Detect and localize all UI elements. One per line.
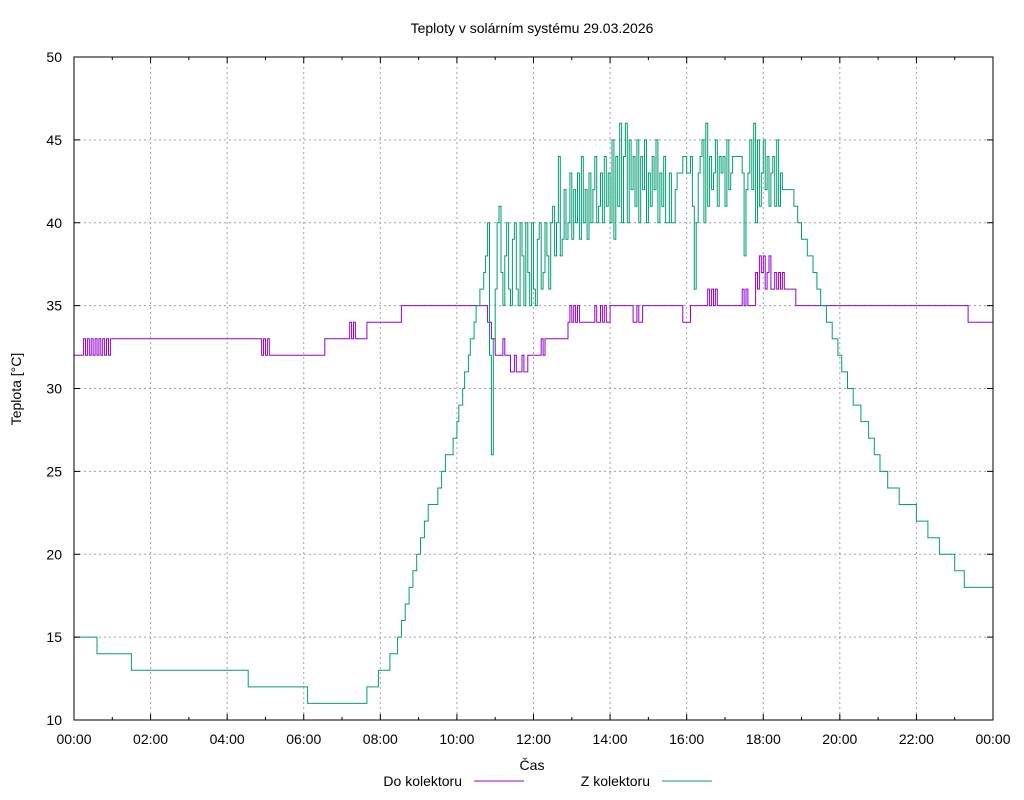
x-tick-label: 12:00 — [516, 731, 551, 747]
x-tick-label: 04:00 — [210, 731, 245, 747]
series-line-do-kolektoru — [74, 255, 993, 373]
x-tick-label: 16:00 — [669, 731, 704, 747]
axis-ticks: 00:00 02:00 04:00 06:00 08:00 10:00 12:00 14:00… — [46, 49, 1010, 747]
x-axis-title: Čas — [520, 757, 545, 773]
x-tick-label: 08:00 — [363, 731, 398, 747]
x-tick-label: 06:00 — [286, 731, 321, 747]
y-axis-title: Teplota [°C] — [8, 353, 24, 426]
x-tick-label: 02:00 — [133, 731, 168, 747]
x-tick-label: 10:00 — [439, 731, 474, 747]
plot-series — [74, 122, 993, 704]
legend: Do kolektoru Z kolektoru — [383, 773, 712, 789]
x-tick-label: 00:00 — [975, 731, 1010, 747]
y-tick-label: 20 — [46, 546, 62, 562]
x-tick-label: 00:00 — [56, 731, 91, 747]
legend-label: Z kolektoru — [581, 773, 650, 789]
chart-title: Teploty v solárním systému 29.03.2026 — [411, 20, 654, 36]
x-tick-label: 20:00 — [822, 731, 857, 747]
x-tick-label: 14:00 — [593, 731, 628, 747]
y-tick-label: 15 — [46, 629, 62, 645]
y-tick-label: 35 — [46, 298, 62, 314]
x-tick-label: 18:00 — [746, 731, 781, 747]
y-tick-label: 40 — [46, 215, 62, 231]
series-line-z-kolektoru — [74, 122, 993, 704]
y-tick-label: 10 — [46, 712, 62, 728]
y-tick-label: 25 — [46, 463, 62, 479]
legend-label: Do kolektoru — [383, 773, 462, 789]
y-tick-label: 30 — [46, 381, 62, 397]
y-tick-label: 50 — [46, 49, 62, 65]
x-tick-label: 22:00 — [899, 731, 934, 747]
y-tick-label: 45 — [46, 132, 62, 148]
